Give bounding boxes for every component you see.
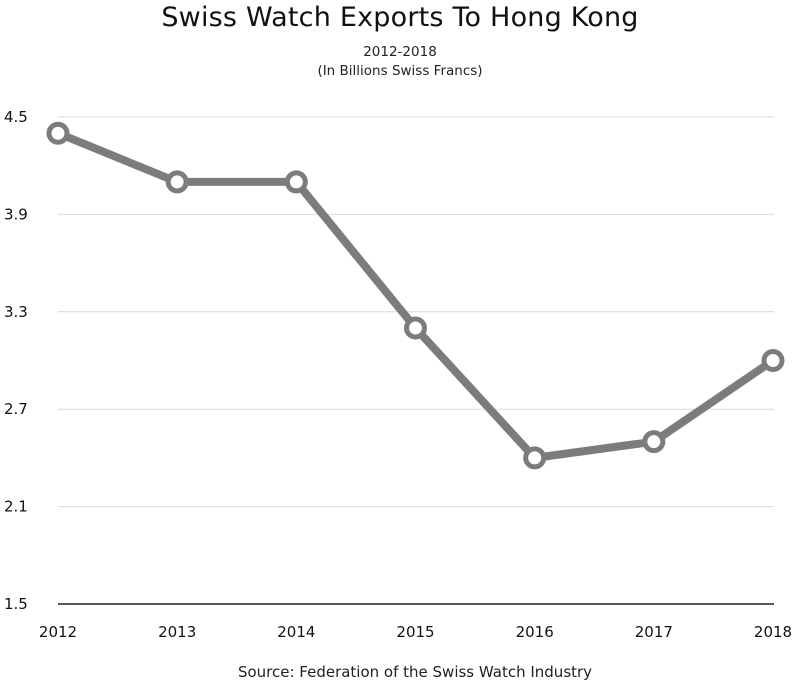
data-point (46, 121, 70, 145)
data-point (523, 446, 547, 470)
chart-subtitle-years: 2012-2018 (363, 44, 437, 60)
x-tick-label: 2014 (277, 623, 315, 641)
gridlines (58, 116, 774, 508)
x-tick-label: 2017 (635, 623, 673, 641)
chart-source-note: Source: Federation of the Swiss Watch In… (237, 663, 593, 681)
data-point (761, 349, 785, 372)
y-tick-label: 3.9 (4, 205, 28, 223)
line-chart: 4.53.93.32.72.11.5 2012 2013 2014 2015 2016 2… (4, 108, 792, 641)
data-point (284, 170, 308, 194)
y-tick-label: 2.7 (4, 400, 28, 418)
y-axis-tick-labels: 4.5 3.9 3.3 2.7 2.1 1.5 (4, 108, 28, 613)
chart-title: Swiss Watch Exports To Hong Kong (161, 2, 639, 33)
y-tick-label: 4.5 (4, 108, 28, 126)
x-tick-label: 2018 (754, 623, 792, 641)
y-tick-label: 1.5 (4, 595, 28, 613)
x-tick-label: 2012 (39, 623, 77, 641)
x-tick-label: 2016 (516, 623, 554, 641)
x-axis-tick-labels: 2012 2013 2014 2015 2016 2017 2018 (39, 623, 792, 641)
chart-subtitle-units: (In Billions Swiss Francs) (317, 63, 483, 79)
x-tick-label: 2015 (396, 623, 434, 641)
x-tick-label: 2013 (158, 623, 196, 641)
data-point (165, 170, 189, 194)
y-tick-label: 3.3 (4, 303, 28, 321)
data-point (642, 430, 666, 454)
data-point (404, 316, 427, 340)
series-exports (46, 121, 785, 470)
y-tick-label: 2.1 (4, 498, 28, 516)
